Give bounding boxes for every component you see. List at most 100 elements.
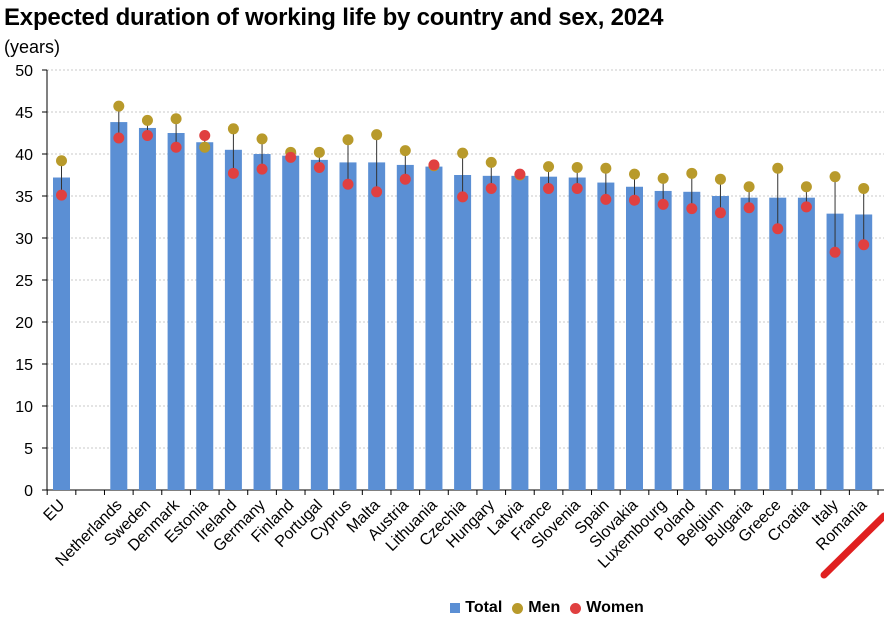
point-men-italy [829,171,841,183]
point-women-czechia [457,191,469,203]
point-men-portugal [313,146,325,158]
bar-total-romania [855,214,873,491]
chart-canvas: 05101520253035404550EUNetherlandsSwedenD… [15,63,884,579]
point-women-greece [772,223,784,235]
point-women-estonia [199,130,211,142]
point-men-croatia [800,181,812,193]
point-men-malta [371,129,383,141]
legend-item-men: Men [512,599,560,617]
legend-item-women: Women [570,599,644,617]
point-men-bulgaria [743,181,755,193]
y-tick-label: 45 [15,105,33,122]
bar-total-croatia [797,197,815,490]
y-tick-label: 50 [15,63,33,80]
point-women-slovakia [629,194,640,206]
bar-total-netherlands [110,122,128,490]
y-tick-label: 30 [15,231,33,248]
point-women-luxembourg [657,198,669,210]
point-women-france [543,182,555,194]
legend-women-swatch [570,602,582,614]
y-tick-label: 20 [15,315,33,332]
bar-total-greece [769,197,787,490]
bar-total-denmark [167,133,185,490]
y-tick-label: 35 [15,189,33,206]
y-axis-unit-label: (years) [4,37,61,57]
point-women-malta [371,186,383,198]
bar-total-ireland [224,149,242,491]
point-women-slovenia [571,182,583,194]
point-women-austria [399,173,411,185]
point-men-eu [56,155,67,167]
bar-total-bulgaria [740,197,758,490]
point-men-romania [858,182,870,194]
point-men-luxembourg [657,172,669,184]
legend-men-label: Men [528,599,561,616]
legend-total-label: Total [465,599,503,616]
legend: Total Men Women [105,599,884,617]
bar-total-italy [826,213,844,490]
point-men-germany [256,133,268,145]
point-women-spain [600,193,612,205]
bar-total-cyprus [339,162,357,490]
point-women-finland [285,151,297,163]
bar-total-lithuania [425,166,443,490]
point-men-france [543,161,555,173]
point-women-denmark [170,141,182,153]
point-women-croatia [800,201,812,213]
point-women-hungary [485,182,497,194]
point-men-greece [772,162,784,174]
point-men-denmark [170,113,182,125]
bar-total-sweden [138,127,156,491]
point-men-hungary [485,156,497,168]
point-women-cyprus [342,178,354,190]
point-men-poland [686,167,698,179]
point-men-slovakia [629,168,640,180]
bar-total-estonia [196,142,214,491]
bar-total-eu [53,177,70,490]
point-women-latvia [514,168,526,180]
point-men-ireland [227,123,239,135]
bar-total-luxembourg [654,190,672,490]
point-women-sweden [141,130,153,142]
y-tick-label: 10 [15,399,33,416]
point-men-belgium [714,173,726,185]
point-men-netherlands [113,100,125,112]
bar-total-poland [683,191,701,491]
point-men-estonia [199,141,211,153]
bar-total-czechia [454,175,472,490]
point-men-slovenia [571,161,583,173]
point-women-bulgaria [743,202,755,214]
point-women-poland [686,203,698,215]
y-tick-label: 40 [15,147,33,164]
legend-item-total: Total [450,599,502,617]
chart-title: Expected duration of working life by cou… [4,4,664,31]
bar-total-slovakia [626,186,643,490]
bar-total-france [540,176,558,490]
bar-total-austria [396,164,414,491]
legend-men-swatch [512,602,524,614]
legend-women-label: Women [586,599,644,616]
point-women-ireland [227,167,239,179]
y-tick-label: 5 [24,441,33,458]
y-tick-label: 25 [15,273,33,290]
point-women-italy [829,246,841,258]
legend-total-swatch [450,603,461,613]
bar-total-belgium [711,196,729,490]
bar-total-portugal [310,159,328,490]
point-women-portugal [313,161,325,173]
bar-total-spain [597,182,615,490]
point-men-czechia [457,147,469,159]
bar-total-germany [253,154,271,490]
point-men-cyprus [342,134,354,146]
point-men-spain [600,162,612,174]
point-women-romania [858,239,870,251]
point-women-germany [256,163,268,175]
x-tick-label: EU [41,497,69,525]
y-tick-label: 15 [15,357,33,374]
highlight-stroke [820,512,884,579]
point-men-sweden [141,114,153,126]
bar-total-slovenia [568,177,586,490]
bar-total-finland [282,155,300,490]
point-women-netherlands [113,132,125,144]
y-tick-label: 0 [24,483,33,500]
